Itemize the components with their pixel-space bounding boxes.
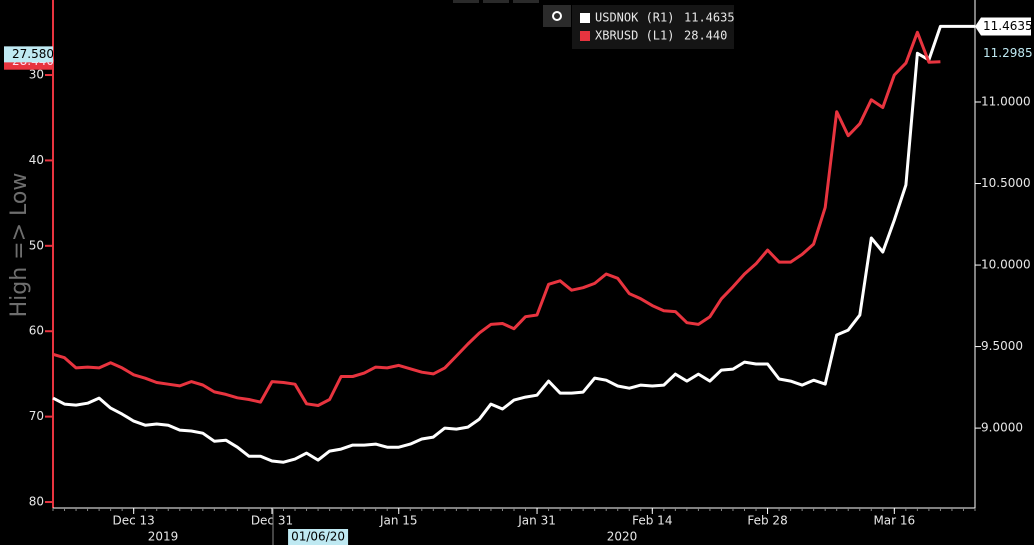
year-label: 2020	[607, 530, 638, 544]
y2-tick-label: 9.5000	[981, 339, 1023, 353]
y-tick-label: 70	[29, 409, 44, 423]
date-marker-box	[288, 529, 349, 545]
y-tick-label: 60	[29, 324, 44, 338]
y2-tick-label: 9.0000	[981, 421, 1023, 435]
legend-toggle[interactable]	[543, 5, 571, 27]
y2-tag-label: 11.4635	[983, 19, 1033, 33]
y2-tag-label: 11.2985	[983, 46, 1033, 60]
legend-label: XBRUSD (L1)	[595, 29, 674, 43]
x-tick-label: Feb 28	[747, 514, 787, 528]
y-tag-box	[4, 46, 53, 63]
y2-tag-box	[975, 17, 1031, 36]
legend-swatch	[580, 13, 590, 23]
x-tick-label: Jan 31	[517, 514, 556, 528]
x-tick-label: Mar 16	[873, 514, 915, 528]
series-line	[52, 24, 975, 464]
y-tick-label: 40	[29, 153, 44, 167]
x-tick-label: Dec 13	[113, 514, 155, 528]
y-tag-label: 27.580	[12, 47, 54, 61]
legend-value: 28.440	[684, 29, 727, 43]
tab[interactable]	[453, 0, 479, 3]
series-line	[52, 30, 941, 407]
date-marker-label: 01/06/20	[291, 530, 345, 544]
tab[interactable]	[513, 0, 539, 3]
y-tick-label: 80	[29, 495, 44, 509]
legend-label: USDNOK (R1)	[595, 11, 674, 25]
x-tick-label: Jan 15	[379, 514, 418, 528]
y2-tick-label: 10.5000	[981, 176, 1031, 190]
x-tick-label: Feb 14	[632, 514, 672, 528]
legend-value: 11.4635	[684, 11, 735, 25]
year-label: 2019	[148, 530, 179, 544]
x-tick-label: Dec 31	[251, 514, 293, 528]
legend-icon	[552, 11, 562, 21]
y-tick-label: 50	[29, 238, 44, 252]
y-tick-label: 30	[29, 68, 44, 82]
legend: USDNOK (R1) 11.4635 XBRUSD (L1) 28.440	[543, 5, 735, 49]
y-axis-label: High => Low	[7, 173, 32, 318]
y2-tick-label: 11.0000	[981, 95, 1031, 109]
y2-tick-label: 10.0000	[981, 258, 1031, 272]
legend-swatch	[580, 31, 590, 41]
tab[interactable]	[483, 0, 509, 3]
legend-box	[572, 5, 734, 49]
